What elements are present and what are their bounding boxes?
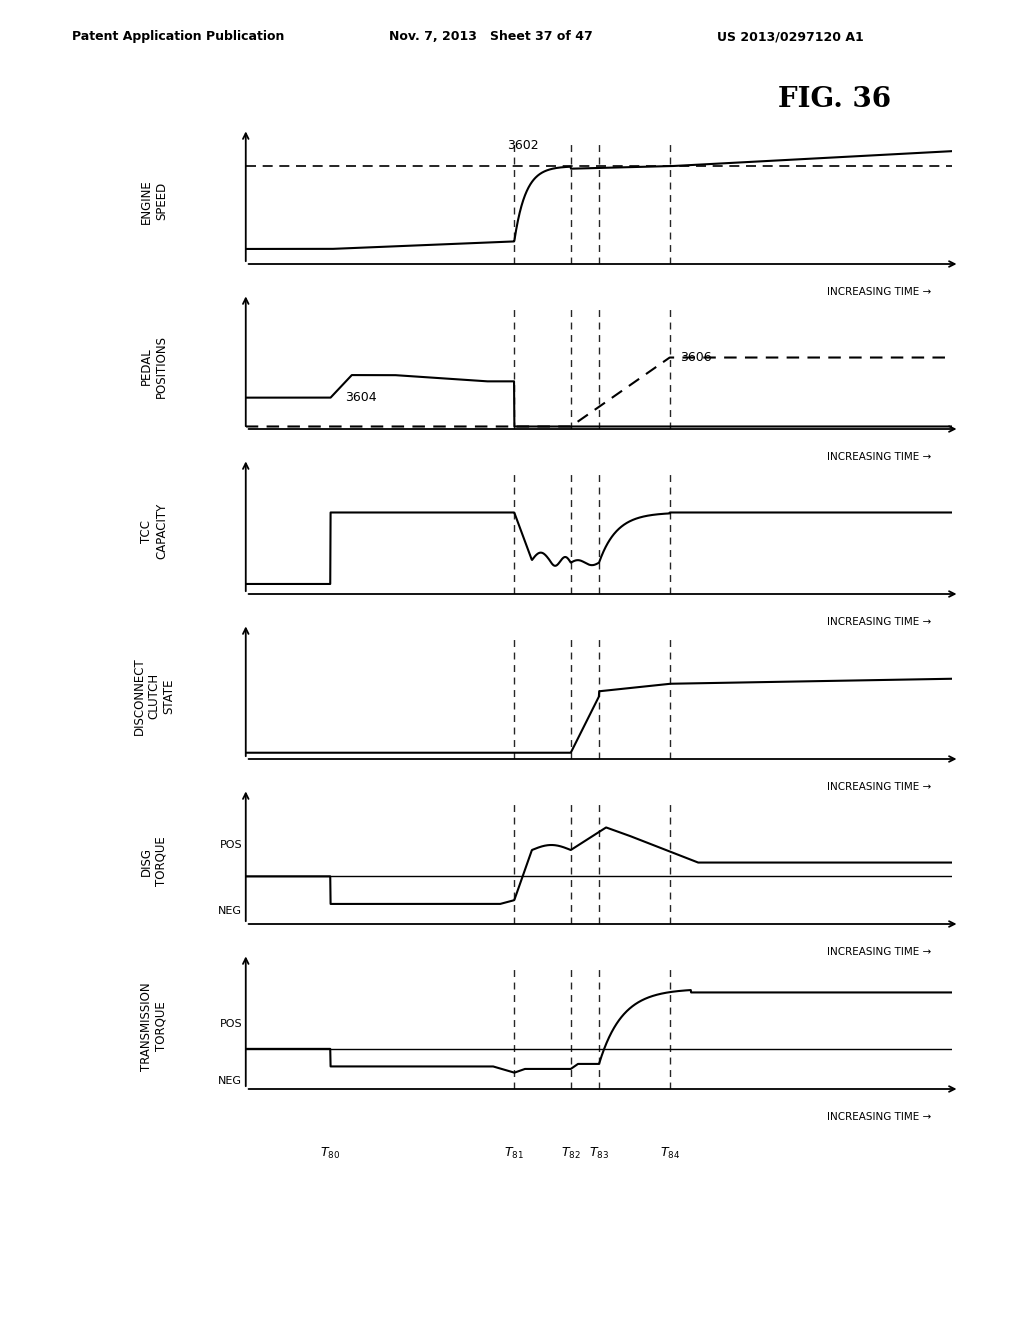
- Text: $T_{\mathregular{84}}$: $T_{\mathregular{84}}$: [659, 1146, 680, 1160]
- Text: $T_{\mathregular{80}}$: $T_{\mathregular{80}}$: [321, 1146, 341, 1160]
- Text: FIG. 36: FIG. 36: [778, 86, 891, 112]
- Text: 3606: 3606: [680, 351, 712, 364]
- Text: $T_{\mathregular{83}}$: $T_{\mathregular{83}}$: [589, 1146, 609, 1160]
- Text: NEG: NEG: [218, 1077, 243, 1086]
- Text: 3604: 3604: [345, 392, 376, 404]
- Text: DISCONNECT
CLUTCH
STATE: DISCONNECT CLUTCH STATE: [132, 657, 175, 735]
- Text: TRANSMISSION
TORQUE: TRANSMISSION TORQUE: [140, 982, 168, 1071]
- Text: DISG
TORQUE: DISG TORQUE: [140, 837, 168, 886]
- Text: INCREASING TIME →: INCREASING TIME →: [826, 781, 931, 792]
- Text: $T_{\mathregular{81}}$: $T_{\mathregular{81}}$: [504, 1146, 524, 1160]
- Text: INCREASING TIME →: INCREASING TIME →: [826, 1111, 931, 1122]
- Text: INCREASING TIME →: INCREASING TIME →: [826, 616, 931, 627]
- Text: INCREASING TIME →: INCREASING TIME →: [826, 451, 931, 462]
- Text: TCC
CAPACITY: TCC CAPACITY: [140, 503, 168, 560]
- Text: $T_{\mathregular{82}}$: $T_{\mathregular{82}}$: [561, 1146, 581, 1160]
- Text: 3602: 3602: [507, 139, 539, 152]
- Text: US 2013/0297120 A1: US 2013/0297120 A1: [717, 30, 863, 44]
- Text: INCREASING TIME →: INCREASING TIME →: [826, 946, 931, 957]
- Text: INCREASING TIME →: INCREASING TIME →: [826, 286, 931, 297]
- Text: ENGINE
SPEED: ENGINE SPEED: [140, 180, 168, 223]
- Text: NEG: NEG: [218, 907, 243, 916]
- Text: Patent Application Publication: Patent Application Publication: [72, 30, 284, 44]
- Text: PEDAL
POSITIONS: PEDAL POSITIONS: [140, 335, 168, 397]
- Text: POS: POS: [219, 840, 243, 850]
- Text: POS: POS: [219, 1019, 243, 1028]
- Text: Nov. 7, 2013   Sheet 37 of 47: Nov. 7, 2013 Sheet 37 of 47: [389, 30, 593, 44]
